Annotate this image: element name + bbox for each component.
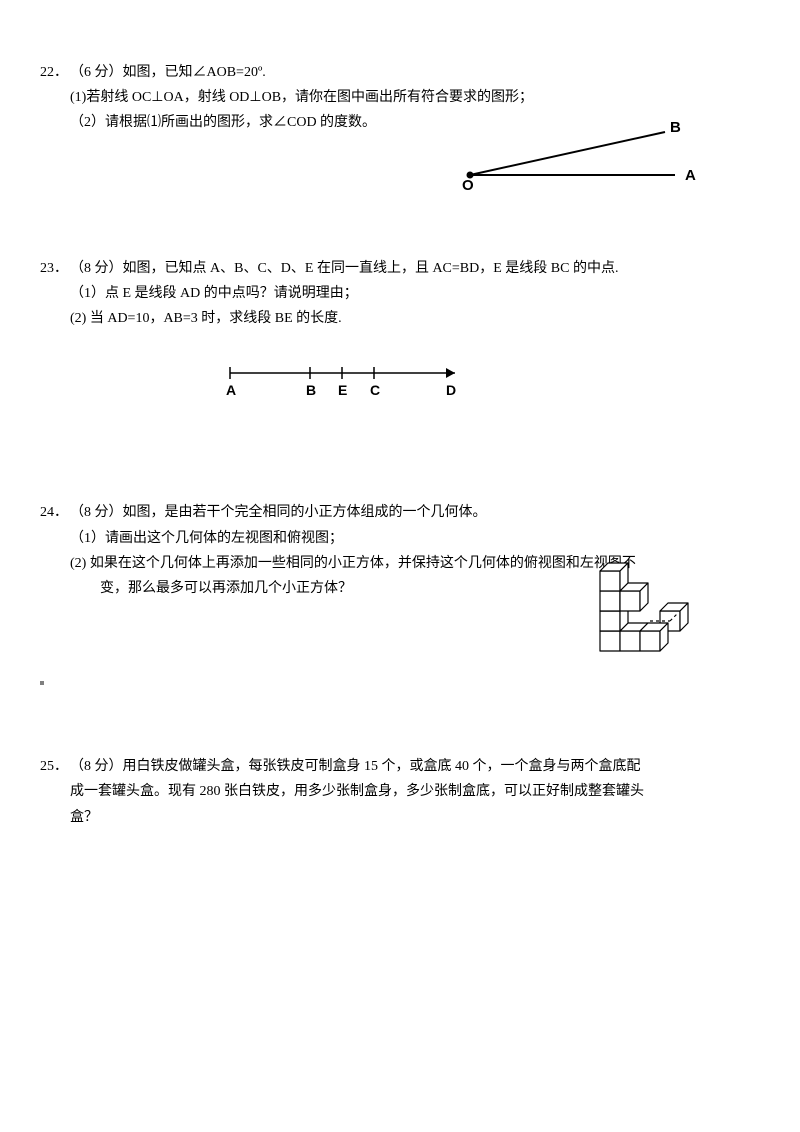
label-O: O	[462, 177, 474, 194]
q23-stem: 23． （8 分）如图，已知点 A、B、C、D、E 在同一直线上，且 AC=BD…	[40, 256, 740, 281]
q25-points: （8 分）	[70, 759, 123, 774]
q22-part1-label: (1)	[70, 90, 86, 105]
q23-stem-text: 如图，已知点 A、B、C、D、E 在同一直线上，且 AC=BD，E 是线段 BC…	[123, 261, 619, 276]
q22-figure: O A B	[460, 120, 710, 204]
c2-front	[620, 631, 640, 651]
cubes-svg	[590, 555, 700, 655]
stray-dot	[40, 681, 44, 685]
q25-number: 25．	[40, 754, 70, 779]
angle-diagram-svg: O A B	[460, 120, 710, 195]
q24-stem-text: 如图，是由若干个完全相同的小正方体组成的一个几何体。	[123, 505, 487, 520]
q22-part2-label: （2）	[70, 115, 105, 130]
c4-front	[600, 611, 620, 631]
line-diagram-svg: A B E C D	[220, 361, 470, 401]
q25-stem1: 用白铁皮做罐头盒，每张铁皮可制盒身 15 个，或盒底 40 个，一个盒身与两个盒…	[123, 759, 641, 774]
q25-line2: 成一套罐头盒。现有 280 张白铁皮，用多少张制盒身，多少张制盒底，可以正好制成…	[40, 779, 740, 804]
q25-stem2: 成一套罐头盒。现有 280 张白铁皮，用多少张制盒身，多少张制盒底，可以正好制成…	[70, 784, 644, 799]
q22-part2-text: 请根据⑴所画出的图形，求∠COD 的度数。	[105, 115, 376, 130]
q24-part2-label: (2)	[70, 556, 86, 571]
c6-front	[600, 571, 620, 591]
q24-part1: （1）请画出这个几何体的左视图和俯视图；	[40, 526, 740, 551]
problem-22: 22． （6 分）如图，已知∠AOB=20º. (1)若射线 OC⊥OA，射线 …	[40, 60, 740, 136]
q22-number: 22．	[40, 60, 70, 85]
problem-23: 23． （8 分）如图，已知点 A、B、C、D、E 在同一直线上，且 AC=BD…	[40, 256, 740, 411]
problem-24: 24． （8 分）如图，是由若干个完全相同的小正方体组成的一个几何体。 （1）请…	[40, 500, 740, 601]
label-D: D	[446, 382, 456, 398]
label-E: E	[338, 382, 347, 398]
q23-figure: A B E C D	[40, 361, 740, 410]
q25-line3: 盒？	[40, 805, 740, 830]
arrow-D	[446, 368, 455, 378]
q24-part1-text: 请画出这个几何体的左视图和俯视图；	[105, 531, 343, 546]
q23-part1-text: 点 E 是线段 AD 的中点吗？请说明理由；	[105, 286, 358, 301]
c7-front	[620, 591, 640, 611]
q23-part1-label: （1）	[70, 286, 105, 301]
label-C: C	[370, 382, 380, 398]
q23-part2-label: (2)	[70, 311, 86, 326]
q24-number: 24．	[40, 500, 70, 525]
q23-points: （8 分）	[70, 261, 123, 276]
c1-front	[600, 631, 620, 651]
q22-part1: (1)若射线 OC⊥OA，射线 OD⊥OB，请你在图中画出所有符合要求的图形；	[40, 85, 740, 110]
q23-part2-text: 当 AD=10，AB=3 时，求线段 BE 的长度.	[90, 311, 342, 326]
q25-stem3: 盒？	[70, 810, 98, 825]
q22-stem-text: 如图，已知∠AOB=20º.	[123, 65, 266, 80]
label-B: B	[306, 382, 316, 398]
q24-part2a-text: 如果在这个几何体上再添加一些相同的小正方体，并保持这个几何体的俯视图和左视图不	[90, 556, 636, 571]
q24-part1-label: （1）	[70, 531, 105, 546]
q22-stem: 22． （6 分）如图，已知∠AOB=20º.	[40, 60, 740, 85]
q22-points: （6 分）	[70, 65, 123, 80]
c3-front	[640, 631, 660, 651]
label-B: B	[670, 120, 681, 136]
q24-stem: 24． （8 分）如图，是由若干个完全相同的小正方体组成的一个几何体。	[40, 500, 740, 525]
q25-line1: 25． （8 分）用白铁皮做罐头盒，每张铁皮可制盒身 15 个，或盒底 40 个…	[40, 754, 740, 779]
ray-OB	[470, 132, 665, 175]
q24-part2b-text: 变，那么最多可以再添加几个小正方体？	[100, 581, 352, 596]
q24-figure	[590, 555, 700, 664]
c5-front	[600, 591, 620, 611]
label-A: A	[226, 382, 236, 398]
q23-part2: (2) 当 AD=10，AB=3 时，求线段 BE 的长度.	[40, 306, 740, 331]
q24-points: （8 分）	[70, 505, 123, 520]
problem-25: 25． （8 分）用白铁皮做罐头盒，每张铁皮可制盒身 15 个，或盒底 40 个…	[40, 754, 740, 830]
q23-number: 23．	[40, 256, 70, 281]
label-A: A	[685, 167, 696, 184]
q23-part1: （1）点 E 是线段 AD 的中点吗？请说明理由；	[40, 281, 740, 306]
q22-part1-text: 若射线 OC⊥OA，射线 OD⊥OB，请你在图中画出所有符合要求的图形；	[86, 90, 533, 105]
